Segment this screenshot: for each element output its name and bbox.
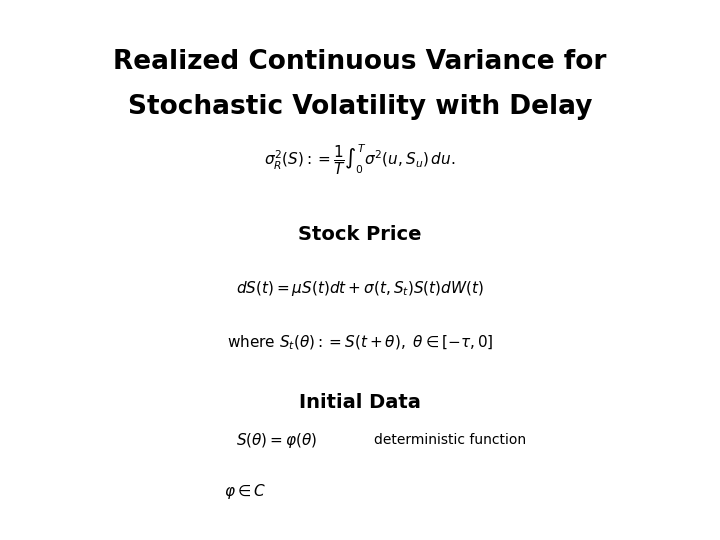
Text: deterministic function: deterministic function [374, 433, 526, 447]
Text: $\varphi \in C$: $\varphi \in C$ [224, 482, 266, 501]
Text: $\mathrm{where}\ S_t(\theta) := S(t + \theta),\ \theta \in [-\tau, 0]$: $\mathrm{where}\ S_t(\theta) := S(t + \t… [227, 334, 493, 352]
Text: $\sigma_R^2(S) := \dfrac{1}{T} \int_0^T \sigma^2(u, S_u)\,du.$: $\sigma_R^2(S) := \dfrac{1}{T} \int_0^T … [264, 142, 456, 177]
Text: $S(\theta) = \varphi(\theta)$: $S(\theta) = \varphi(\theta)$ [236, 430, 318, 450]
Text: Stock Price: Stock Price [298, 225, 422, 245]
Text: $dS(t) = \mu S(t)dt + \sigma(t, S_t)S(t)dW(t)$: $dS(t) = \mu S(t)dt + \sigma(t, S_t)S(t)… [236, 279, 484, 299]
Text: Initial Data: Initial Data [299, 393, 421, 412]
Text: Stochastic Volatility with Delay: Stochastic Volatility with Delay [127, 94, 593, 120]
Text: Realized Continuous Variance for: Realized Continuous Variance for [113, 49, 607, 75]
